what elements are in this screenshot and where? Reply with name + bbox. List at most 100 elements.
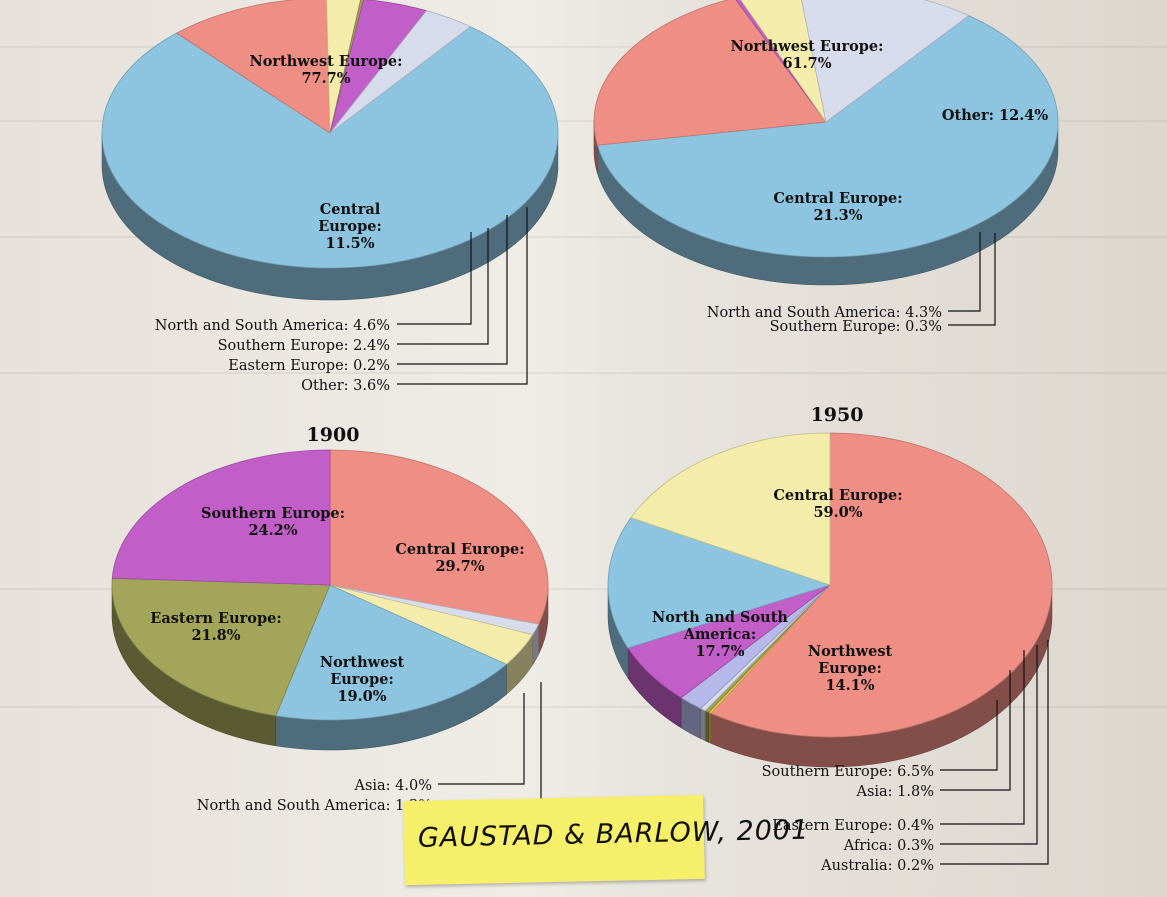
pie-4-label-eastern-europe: Eastern Europe: 0.4% <box>772 818 934 834</box>
pie-4-wall-australia <box>708 711 712 744</box>
pie-1-label-north-and-south-america: North and South America: 4.6% <box>155 318 390 334</box>
pie-4-leader-africa <box>940 645 1038 845</box>
pie-2-slice-central-europe <box>593 0 827 146</box>
svg-text:Asia: 1.8%: Asia: 1.8% <box>855 784 934 800</box>
svg-text:Central Europe:: Central Europe: <box>395 541 524 558</box>
pie-2-leader-north-and-south-america <box>948 232 981 312</box>
svg-text:Europe:: Europe: <box>330 671 394 688</box>
svg-text:59.0%: 59.0% <box>813 504 862 521</box>
svg-text:Europe:: Europe: <box>318 218 382 235</box>
pie-4-leader-southern-europe <box>940 700 998 771</box>
pie-2-label-north-and-south-america: North and South America: 4.3% <box>707 305 942 321</box>
pie-4-label-africa: Africa: 0.3% <box>843 838 934 854</box>
svg-text:Africa: 0.3%: Africa: 0.3% <box>843 838 934 854</box>
pie-4-leader-asia <box>940 670 1011 791</box>
pie-4-leader-eastern-europe <box>940 650 1025 825</box>
pie-4-label-asia: Asia: 1.8% <box>855 784 934 800</box>
svg-text:Southern Europe: 6.5%: Southern Europe: 6.5% <box>762 764 934 780</box>
pie-3-slice-southern-europe <box>111 449 331 586</box>
svg-text:Eastern Europe: 0.2%: Eastern Europe: 0.2% <box>228 358 390 374</box>
pie-1-label-northwest-europe: Northwest Europe:77.7% <box>249 53 402 87</box>
pie-3-label-north-and-south-america: North and South America: 1.3% <box>197 798 432 814</box>
svg-text:Europe:: Europe: <box>818 660 882 677</box>
svg-text:29.7%: 29.7% <box>435 558 484 575</box>
pie-2-leader-southern-europe <box>948 233 996 326</box>
pie-3-leader-asia <box>438 693 525 785</box>
pie-3-label-central-europe: Central Europe:29.7% <box>395 541 524 575</box>
pie-3-label-southern-europe: Southern Europe:24.2% <box>201 505 345 539</box>
pie-4-label-australia: Australia: 0.2% <box>820 858 934 874</box>
svg-text:Other: 12.4%: Other: 12.4% <box>942 107 1048 124</box>
svg-text:24.2%: 24.2% <box>248 522 297 539</box>
pie-chart-1 <box>101 0 559 301</box>
svg-text:Australia: 0.2%: Australia: 0.2% <box>820 858 934 874</box>
svg-text:Southern Europe:: Southern Europe: <box>201 505 345 522</box>
pie-2-slice-other <box>801 0 970 123</box>
pie-2-slice-north-and-south-america <box>740 0 827 123</box>
svg-text:North and South America: 1.3%: North and South America: 1.3% <box>197 798 432 814</box>
pie-3-slice-central-europe <box>329 449 549 625</box>
svg-text:North and South America: 4.6%: North and South America: 4.6% <box>155 318 390 334</box>
pie-chart-4 <box>607 432 1053 768</box>
svg-text:North and South America: 4.3%: North and South America: 4.3% <box>707 305 942 321</box>
svg-text:77.7%: 77.7% <box>301 70 350 87</box>
svg-text:17.7%: 17.7% <box>695 643 744 660</box>
pie-chart-3 <box>111 449 549 751</box>
pie-2-label-northwest-europe: Northwest Europe:61.7% <box>730 38 883 72</box>
pie-4-label-central-europe: Central Europe:59.0% <box>773 487 902 521</box>
svg-text:Eastern Europe:: Eastern Europe: <box>150 610 281 627</box>
pie-3-label-eastern-europe: Eastern Europe:21.8% <box>150 610 281 644</box>
pie-4-label-southern-europe: Southern Europe: 6.5% <box>762 764 934 780</box>
pie-4-wall-africa <box>704 710 709 743</box>
svg-text:Northwest: Northwest <box>320 654 405 671</box>
svg-text:Central Europe:: Central Europe: <box>773 190 902 207</box>
pie-4-wall-eastern-europe <box>700 708 706 742</box>
pie-1-leader-southern-europe <box>397 228 489 345</box>
svg-text:Eastern Europe: 0.4%: Eastern Europe: 0.4% <box>772 818 934 834</box>
svg-text:61.7%: 61.7% <box>782 55 831 72</box>
svg-text:America:: America: <box>683 626 757 643</box>
pie-4-leader-australia <box>940 640 1049 865</box>
pie-1-leader-other <box>397 207 528 385</box>
pie-2-label-central-europe: Central Europe:21.3% <box>773 190 902 224</box>
svg-text:Northwest Europe:: Northwest Europe: <box>249 53 402 70</box>
pie-4-slice-north-and-south-america <box>630 432 831 586</box>
svg-text:Asia: 4.0%: Asia: 4.0% <box>353 778 432 794</box>
svg-text:21.3%: 21.3% <box>813 207 862 224</box>
svg-text:19.0%: 19.0% <box>337 688 386 705</box>
pie-3-label-asia: Asia: 4.0% <box>353 778 432 794</box>
pie-1-slice-northwest-europe <box>101 26 559 269</box>
pie-3-slice-northwest-europe <box>275 584 508 721</box>
svg-text:Other: 3.6%: Other: 3.6% <box>301 378 390 394</box>
svg-text:Southern Europe: 0.3%: Southern Europe: 0.3% <box>770 319 942 335</box>
pie-2-slice-northwest-europe <box>596 15 1059 258</box>
sticky-note: GAUSTAD & BARLOW, 2001 <box>403 794 810 886</box>
pie-1-slice-other <box>329 10 472 134</box>
pie-2-label-other: Other: 12.4% <box>942 107 1048 124</box>
svg-text:Northwest Europe:: Northwest Europe: <box>730 38 883 55</box>
svg-text:11.5%: 11.5% <box>325 235 374 252</box>
pie-3-slice-eastern-europe <box>111 577 331 717</box>
pie-4-slice-central-europe <box>710 432 1053 738</box>
pie-1-label-other: Other: 3.6% <box>301 378 390 394</box>
pie-2-label-southern-europe: Southern Europe: 0.3% <box>770 319 942 335</box>
svg-text:Central Europe:: Central Europe: <box>773 487 902 504</box>
svg-text:Central: Central <box>320 201 381 218</box>
svg-text:21.8%: 21.8% <box>191 627 240 644</box>
pie-1-label-southern-europe: Southern Europe: 2.4% <box>218 338 390 354</box>
pie-1-slice-southern-europe <box>326 0 362 134</box>
pie-1-label-eastern-europe: Eastern Europe: 0.2% <box>228 358 390 374</box>
pie-1-leader-north-and-south-america <box>397 232 472 325</box>
pie-1-slice-central-europe <box>175 0 331 134</box>
pie-3-title: 1900 <box>307 424 360 446</box>
pie-4-title: 1950 <box>811 404 864 426</box>
pie-chart-2 <box>593 0 1059 286</box>
svg-text:Southern Europe: 2.4%: Southern Europe: 2.4% <box>218 338 390 354</box>
svg-text:Northwest: Northwest <box>808 643 893 660</box>
pie-1-leader-eastern-europe <box>397 215 508 365</box>
